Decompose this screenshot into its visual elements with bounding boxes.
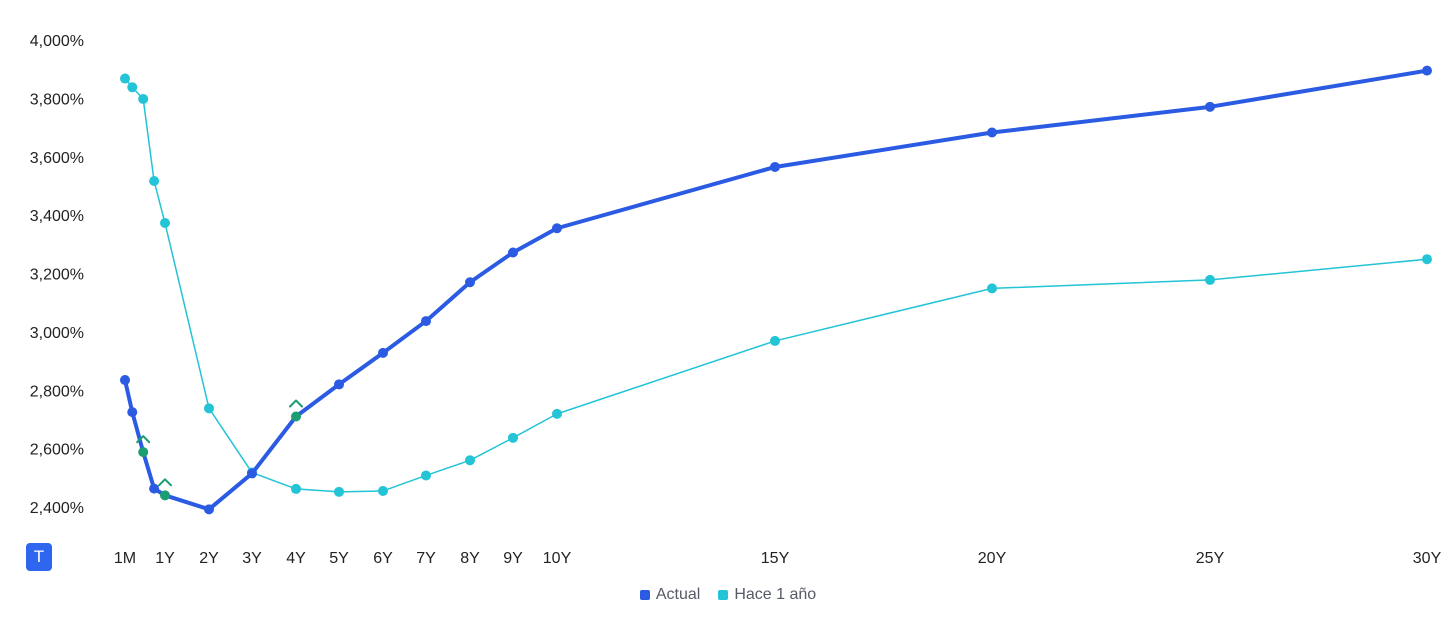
y-axis: 2,400% 2,600% 2,800% 3,000% 3,200% 3,400% 3,60… <box>30 33 84 517</box>
data-point-hace-1-ano <box>1205 274 1215 285</box>
legend-item-actual[interactable]: Actual <box>639 586 701 604</box>
series-line-actual <box>123 68 1429 512</box>
data-point-hace-1-ano <box>127 82 138 93</box>
data-point-actual <box>465 277 475 288</box>
chart-type-button[interactable]: T <box>26 543 52 571</box>
data-point-actual <box>334 379 344 390</box>
data-point-actual <box>120 375 130 386</box>
y-tick-label: 3,200% <box>30 267 84 284</box>
legend-label-hace-1-ano: Hace 1 año <box>734 586 817 603</box>
data-point-actual <box>378 347 388 358</box>
x-tick-label: 9Y <box>503 550 523 567</box>
y-tick-label: 3,600% <box>30 150 84 167</box>
y-tick-label: 2,800% <box>30 383 84 400</box>
x-tick-label: 3Y <box>242 550 262 567</box>
x-tick-label: 6Y <box>373 550 393 567</box>
data-point-hace-1-ano <box>291 483 301 494</box>
y-tick-label: 3,400% <box>30 208 84 225</box>
data-point-hace-1-ano <box>334 486 344 497</box>
x-axis: 1M 1Y 2Y 3Y 4Y 5Y 6Y 7Y 8Y 9Y 10Y 15Y 20Y 25Y 30Y <box>114 550 1442 567</box>
data-point-hace-1-ano <box>149 175 160 186</box>
x-tick-label: 8Y <box>460 550 480 567</box>
data-point-hace-1-ano <box>987 283 997 294</box>
data-point-hace-1-ano <box>160 218 170 229</box>
data-point-actual <box>149 483 160 494</box>
data-point-actual <box>127 407 138 418</box>
series-layer <box>120 65 1432 515</box>
data-point-actual <box>987 127 997 138</box>
x-tick-label: 1Y <box>155 550 175 567</box>
x-tick-label: 15Y <box>761 550 790 567</box>
x-tick-label: 25Y <box>1196 550 1225 567</box>
data-point-hace-1-ano <box>1422 254 1432 265</box>
y-tick-label: 2,400% <box>30 500 84 517</box>
x-tick-label: 20Y <box>978 550 1007 567</box>
y-tick-label: 4,000% <box>30 33 84 50</box>
data-point-actual <box>138 447 149 458</box>
data-point-actual <box>204 504 214 515</box>
x-tick-label: 2Y <box>199 550 219 567</box>
data-point-hace-1-ano <box>378 485 388 496</box>
legend-swatch-actual <box>639 590 650 600</box>
data-point-actual <box>552 223 562 234</box>
data-point-actual <box>508 247 518 258</box>
chevron-up-icon <box>158 478 172 487</box>
x-tick-label: 30Y <box>1413 550 1442 567</box>
data-point-hace-1-ano <box>770 335 780 346</box>
data-point-hace-1-ano <box>508 432 518 443</box>
data-point-hace-1-ano <box>120 73 130 84</box>
data-point-actual <box>247 468 257 479</box>
chevron-up-icon <box>136 435 151 444</box>
data-point-hace-1-ano <box>138 93 149 104</box>
legend-swatch-hace-1-ano <box>718 590 729 600</box>
data-point-actual <box>291 411 301 422</box>
chevron-up-icon <box>289 399 303 408</box>
legend-item-hace-1-ano[interactable]: Hace 1 año <box>718 586 816 604</box>
data-point-hace-1-ano <box>552 408 562 419</box>
data-point-actual <box>770 161 780 172</box>
x-tick-label: 1M <box>114 550 136 567</box>
y-tick-label: 3,000% <box>30 325 84 342</box>
data-point-hace-1-ano <box>421 470 431 481</box>
data-point-actual <box>1205 101 1215 112</box>
x-tick-label: 5Y <box>329 550 349 567</box>
legend: Actual Hace 1 año <box>0 586 1456 604</box>
data-point-hace-1-ano <box>204 403 214 414</box>
legend-label-actual: Actual <box>655 586 701 603</box>
data-point-actual <box>160 490 170 501</box>
y-tick-label: 2,600% <box>30 442 84 459</box>
data-point-hace-1-ano <box>465 455 475 466</box>
x-tick-label: 7Y <box>416 550 436 567</box>
change-markers <box>136 399 303 487</box>
data-point-actual <box>1422 65 1432 76</box>
x-tick-label: 4Y <box>286 550 306 567</box>
series-line-hace-1-ano <box>124 77 1428 493</box>
data-point-actual <box>421 316 431 327</box>
y-tick-label: 3,800% <box>30 91 84 108</box>
x-tick-label: 10Y <box>543 550 572 567</box>
